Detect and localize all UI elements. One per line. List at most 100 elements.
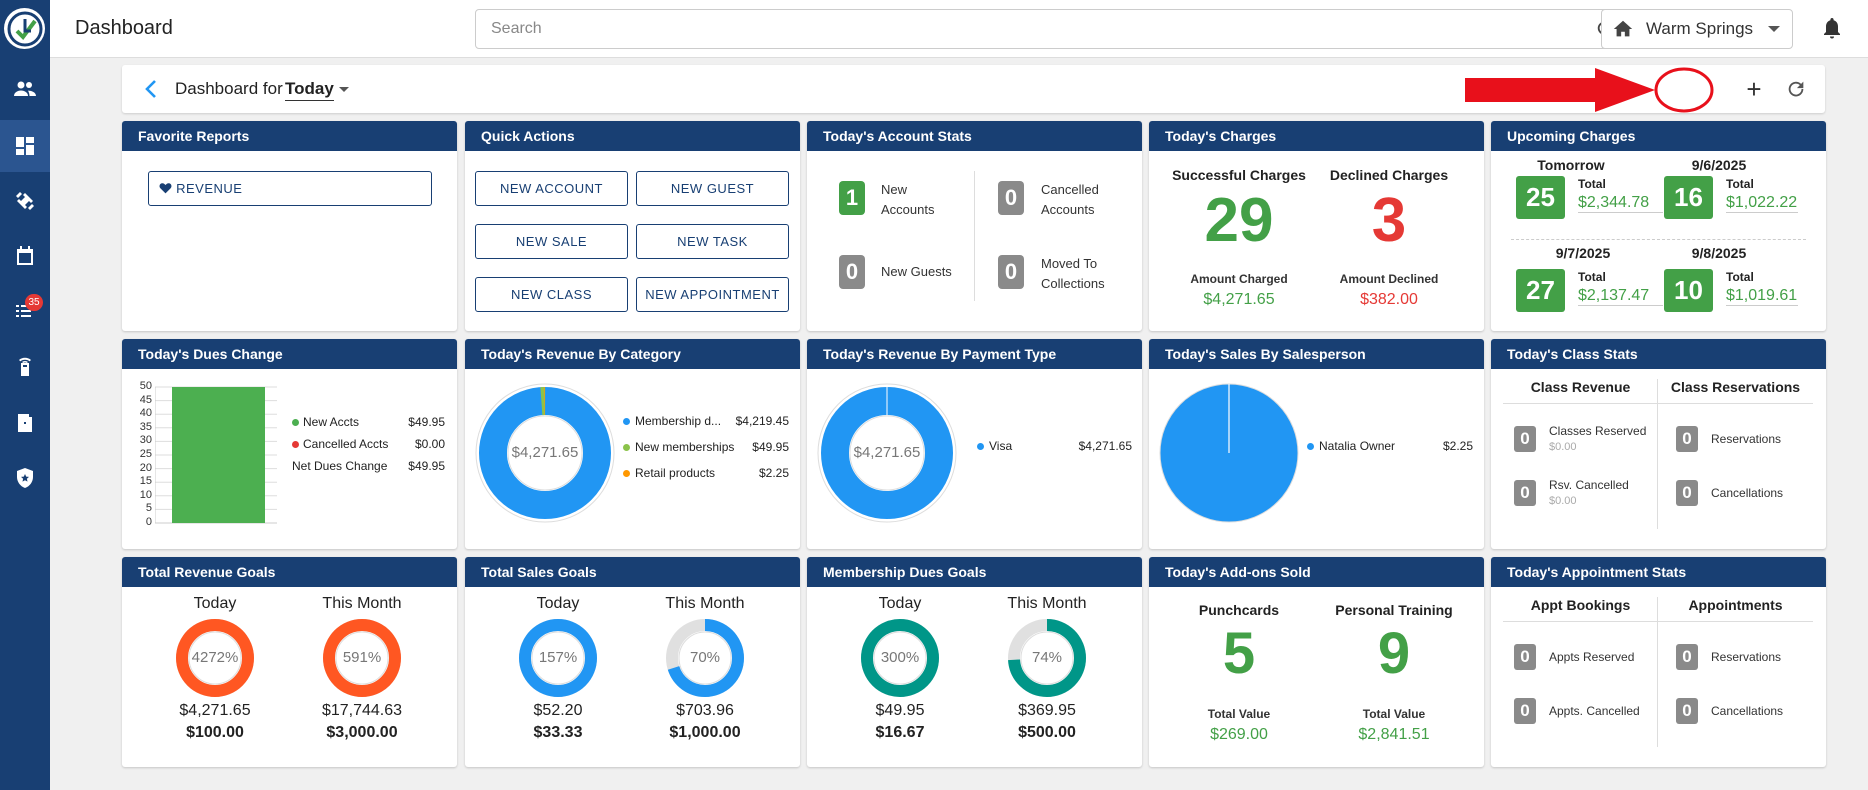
amount-charged-label: Amount Charged: [1190, 272, 1288, 286]
total-value-label: Total Value: [1207, 707, 1271, 721]
goal-period: This Month: [322, 595, 402, 612]
stat-value: 0: [1676, 426, 1698, 452]
stat-label: Reservations: [1711, 650, 1782, 664]
goal-actual: $703.96: [676, 702, 734, 719]
add-widget-button[interactable]: +: [1746, 73, 1762, 104]
card-title: Total Sales Goals: [465, 557, 800, 587]
legend-item: Cancelled Accts: [292, 433, 388, 455]
y-axis-labels: 50 45 40 35 30 25 20 15 10 5 0: [134, 380, 152, 530]
dashboard-header: Dashboard for Today +: [122, 65, 1825, 113]
stat-label: Appts Reserved: [1549, 650, 1635, 664]
goal-period: Today: [193, 595, 237, 612]
stat-label: Cancelled Accounts: [1041, 182, 1099, 217]
salesperson-pie-chart: [1159, 383, 1299, 523]
card-title: Today's Add-ons Sold: [1149, 557, 1484, 587]
y-tick: 30: [139, 434, 152, 447]
upcoming-date: 9/8/2025: [1691, 245, 1747, 261]
stat-label: Moved To Collections: [1041, 256, 1105, 291]
goal-actual: $17,744.63: [321, 702, 403, 719]
legend-item: Visa: [977, 439, 1012, 453]
successful-heading: Successful Charges: [1172, 167, 1306, 183]
new-sale-button[interactable]: NEW SALE: [475, 224, 628, 259]
goal-progress-arc: [519, 619, 597, 697]
account-stats-card: Today's Account Stats 1 New Accounts 0 Ca…: [807, 121, 1142, 331]
card-title: Quick Actions: [465, 121, 800, 151]
new-class-button[interactable]: NEW CLASS: [475, 277, 628, 312]
logo-icon: [7, 11, 42, 46]
search-box: [475, 9, 1628, 49]
y-tick: 25: [139, 447, 152, 460]
sidebar-item-checkin[interactable]: [0, 397, 50, 449]
period-select[interactable]: Today: [285, 79, 334, 101]
page-title: Dashboard: [75, 17, 173, 39]
stat-value: 0: [1676, 644, 1698, 670]
legend-dot: [292, 419, 299, 426]
chevron-down-icon: [1768, 26, 1780, 32]
divider: [1511, 239, 1806, 240]
goal-column: Today 4272% $4,271.65 $100.00: [145, 595, 285, 742]
addons-sold-card: Today's Add-ons Sold Punchcards 5 Total …: [1149, 557, 1484, 767]
goal-gauge: [861, 619, 939, 697]
card-title: Today's Appointment Stats: [1491, 557, 1826, 587]
card-title: Today's Revenue By Category: [465, 339, 800, 369]
sidebar-item-members[interactable]: [0, 63, 50, 115]
legend-value: $0.00: [414, 437, 445, 451]
goal-target: $16.67: [875, 724, 925, 741]
shield-icon: [17, 468, 33, 488]
sidebar-item-fitness[interactable]: [0, 175, 50, 227]
stat-value: 0: [1676, 480, 1698, 506]
app-logo[interactable]: [4, 8, 45, 49]
addon-value: $2,841.51: [1358, 726, 1430, 743]
chevron-down-icon[interactable]: [339, 87, 349, 92]
category-legend: Membership d... New memberships Retail p…: [623, 408, 734, 486]
new-task-button[interactable]: NEW TASK: [636, 224, 789, 259]
favorite-report-revenue[interactable]: REVENUE: [148, 171, 432, 206]
successful-count: 29: [1204, 186, 1274, 255]
upcoming-total: $1,022.22: [1726, 194, 1798, 213]
upcoming-date: 9/7/2025: [1555, 245, 1611, 261]
goal-actual: $369.95: [1018, 702, 1076, 719]
goal-gauge: [519, 619, 597, 697]
legend-item: Membership d...: [623, 408, 734, 434]
goal-target: $33.33: [533, 724, 583, 741]
sidebar-item-calendar[interactable]: [0, 230, 50, 282]
chevron-left-icon[interactable]: [142, 78, 162, 100]
refresh-icon[interactable]: [1785, 78, 1807, 100]
search-input[interactable]: [476, 10, 1576, 48]
column-header: Class Reservations: [1658, 379, 1813, 404]
home-icon: [1613, 20, 1633, 37]
stat-value: 0: [1514, 480, 1536, 506]
membership-dues-goals-card: Membership Dues Goals Today 300% $49.95 $16…: [807, 557, 1142, 767]
location-label: Warm Springs: [1646, 19, 1754, 38]
quick-actions-card: Quick Actions NEW ACCOUNT NEW GUEST NEW …: [465, 121, 800, 331]
y-tick: 35: [139, 420, 152, 433]
upcoming-date: Tomorrow: [1537, 157, 1605, 173]
sidebar-item-tasks[interactable]: 35: [0, 285, 50, 337]
stat-value: 0: [998, 181, 1024, 215]
new-guest-button[interactable]: NEW GUEST: [636, 171, 789, 206]
new-appointment-button[interactable]: NEW APPOINTMENT: [636, 277, 789, 312]
y-tick: 5: [145, 502, 152, 515]
goal-target: $500.00: [1018, 724, 1076, 741]
sidebar-item-security[interactable]: [0, 452, 50, 504]
goal-progress-arc: [323, 619, 401, 697]
sidebar-item-access[interactable]: [0, 340, 50, 392]
legend-value: $2.25: [758, 466, 789, 480]
bell-icon[interactable]: [1820, 16, 1844, 40]
column-header: Class Revenue: [1503, 379, 1658, 404]
card-title: Favorite Reports: [122, 121, 457, 151]
favorite-report-label: REVENUE: [176, 181, 243, 196]
goal-actual: $4,271.65: [179, 702, 251, 719]
legend-item: Natalia Owner: [1307, 439, 1395, 453]
declined-heading: Declined Charges: [1329, 167, 1449, 183]
goal-percent: 4272%: [191, 649, 239, 666]
goal-column: This Month 70% $703.96 $1,000.00: [635, 595, 775, 742]
top-bar: Dashboard Warm Springs: [50, 0, 1868, 58]
location-select[interactable]: Warm Springs: [1601, 9, 1793, 49]
stat-label: Rsv. Cancelled: [1549, 478, 1629, 492]
stat-value: 0: [1514, 698, 1536, 724]
goal-percent: 591%: [342, 649, 382, 666]
new-account-button[interactable]: NEW ACCOUNT: [475, 171, 628, 206]
legend-dot: [292, 441, 299, 448]
sidebar-item-dashboard[interactable]: [0, 120, 50, 172]
